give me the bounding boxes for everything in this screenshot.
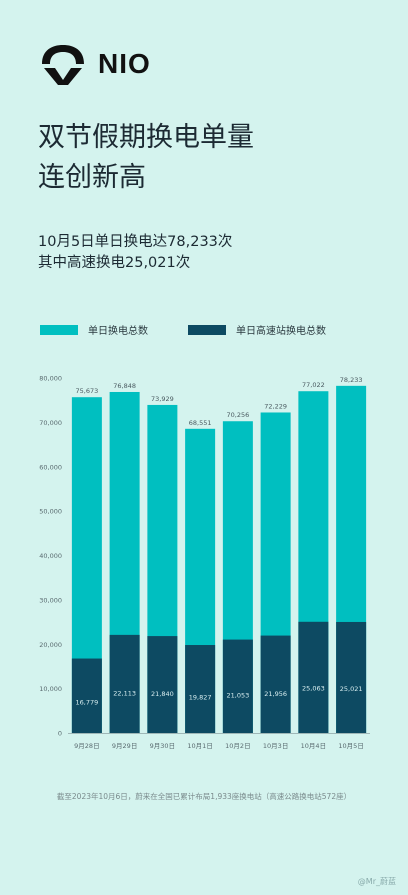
brand-name: NIO <box>98 48 151 79</box>
data-label-highway: 16,779 <box>76 699 99 707</box>
data-label-total: 72,229 <box>264 402 287 410</box>
nio-logo: NIO <box>38 42 151 86</box>
data-label-total: 77,022 <box>302 381 325 389</box>
x-tick-label: 10月5日 <box>338 742 363 750</box>
y-tick-label: 10,000 <box>39 685 62 693</box>
data-label-total: 76,848 <box>113 382 136 390</box>
legend-item-total: 单日换电总数 <box>40 322 148 337</box>
x-tick-label: 9月28日 <box>74 742 99 750</box>
y-tick-label: 60,000 <box>39 463 62 471</box>
x-tick-label: 10月3日 <box>263 742 288 750</box>
bar-highway <box>222 639 253 733</box>
data-label-highway: 21,956 <box>264 690 287 698</box>
footnote: 截至2023年10月6日，蔚来在全国已累计布局1,933座换电站（高速公路换电站… <box>56 792 352 801</box>
legend-item-highway: 单日高速站换电总数 <box>188 322 326 337</box>
bar-highway <box>71 658 102 733</box>
data-label-highway: 19,827 <box>189 694 212 702</box>
data-label-highway: 25,021 <box>340 685 363 693</box>
nio-logo-icon <box>42 45 84 85</box>
y-tick-label: 50,000 <box>39 508 62 516</box>
legend-label-total: 单日换电总数 <box>88 326 148 337</box>
y-tick-label: 80,000 <box>39 375 62 383</box>
bar-highway <box>185 645 216 733</box>
x-tick-label: 10月1日 <box>187 742 212 750</box>
bar-highway <box>260 635 291 733</box>
bar-highway <box>109 634 140 733</box>
headline: 双节假期换电单量 连创新高 <box>38 118 254 198</box>
chart-legend: 单日换电总数 单日高速站换电总数 <box>40 322 366 337</box>
y-tick-label: 70,000 <box>39 419 62 427</box>
bar-highway <box>298 621 329 733</box>
bar-chart: 0 10,000 20,000 30,000 40,000 50,000 60,000 70,… <box>39 375 370 750</box>
data-label-highway: 21,840 <box>151 690 174 698</box>
bar-highway <box>147 636 178 733</box>
data-label-total: 73,929 <box>151 395 174 403</box>
data-label-highway: 25,063 <box>302 685 325 693</box>
legend-swatch-total <box>40 324 78 335</box>
subtitle-line2: 其中高速换电25,021次 <box>38 255 191 271</box>
subtitle: 10月5日单日换电达78,233次 其中高速换电25,021次 <box>38 232 232 274</box>
headline-line2: 连创新高 <box>38 162 146 193</box>
x-tick-label: 10月2日 <box>225 742 250 750</box>
watermark: @Mr_蔚蓝 <box>357 877 396 886</box>
subtitle-line1: 10月5日单日换电达78,233次 <box>38 234 233 250</box>
legend-label-highway: 单日高速站换电总数 <box>236 326 326 337</box>
x-tick-label: 10月4日 <box>301 742 326 750</box>
y-tick-label: 20,000 <box>39 641 62 649</box>
data-label-total: 75,673 <box>76 387 99 395</box>
data-label-highway: 21,053 <box>227 691 250 699</box>
headline-line1: 双节假期换电单量 <box>38 122 254 153</box>
bar-highway <box>336 621 367 733</box>
y-tick-label: 0 <box>58 730 62 738</box>
x-tick-label: 9月30日 <box>150 742 175 750</box>
legend-swatch-highway <box>188 324 226 335</box>
data-label-total: 68,551 <box>189 419 212 427</box>
data-label-total: 78,233 <box>340 376 363 384</box>
data-label-highway: 22,113 <box>113 690 136 698</box>
x-tick-label: 9月29日 <box>112 742 137 750</box>
y-tick-label: 30,000 <box>39 596 62 604</box>
data-label-total: 70,256 <box>227 411 250 419</box>
y-tick-label: 40,000 <box>39 552 62 560</box>
